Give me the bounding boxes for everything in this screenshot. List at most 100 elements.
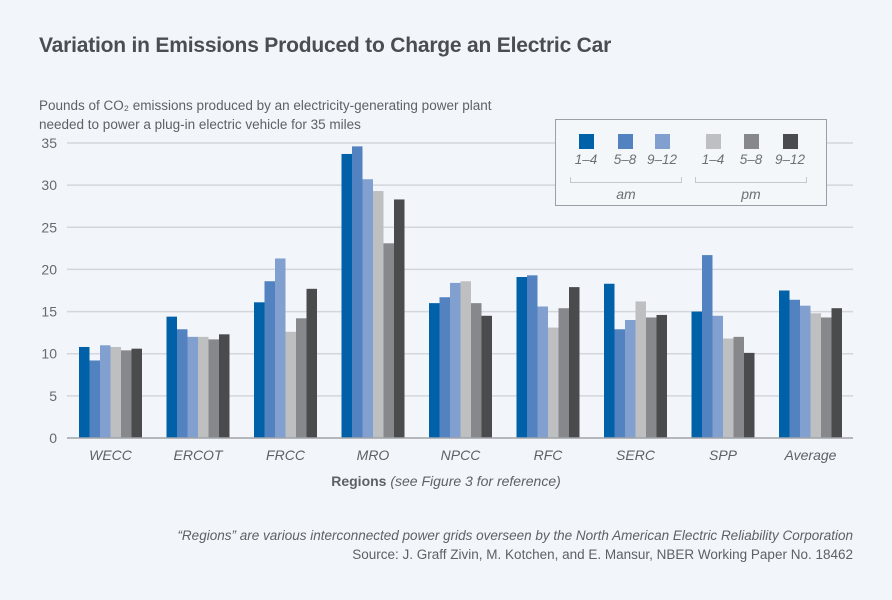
x-tick-label-mro: MRO (357, 447, 390, 463)
y-tick-label: 30 (41, 177, 57, 193)
bar-spp-0 (691, 311, 702, 438)
bar-wecc-4 (121, 350, 132, 438)
y-tick-label: 5 (49, 388, 57, 404)
legend-label: 9–12 (774, 152, 806, 167)
bar-wecc-5 (131, 348, 142, 438)
legend-bracket-pm (695, 177, 807, 183)
y-tick-label: 10 (41, 346, 57, 362)
bar-wecc-3 (110, 346, 121, 438)
legend-swatch (578, 134, 594, 149)
legend-group-pm: pm (741, 186, 761, 202)
legend-swatch (617, 134, 633, 149)
bar-rfc-0 (516, 277, 527, 438)
bar-mro-1 (352, 146, 363, 438)
bar-npcc-4 (471, 303, 482, 438)
bar-serc-2 (625, 320, 636, 438)
x-axis-title: Regions (see Figure 3 for reference) (0, 473, 892, 489)
bar-spp-1 (702, 255, 713, 438)
x-tick-label-npcc: NPCC (441, 447, 482, 463)
legend: 1–4 5–8 9–12 1–4 5–8 9–12 am pm (555, 119, 827, 206)
x-tick-label-spp: SPP (709, 447, 738, 463)
bars (79, 146, 842, 438)
bar-npcc-0 (429, 303, 440, 438)
source-citation: Source: J. Graff Zivin, M. Kotchen, and … (352, 547, 853, 562)
bar-mro-2 (362, 179, 373, 438)
footnotes: “Regions” are various interconnected pow… (177, 526, 853, 564)
legend-label: 1–4 (574, 152, 598, 167)
x-tick-label-frcc: FRCC (266, 447, 306, 463)
legend-label: 5–8 (739, 152, 763, 167)
bar-spp-4 (733, 336, 744, 438)
legend-swatch (705, 134, 721, 149)
bar-average-2 (800, 305, 811, 438)
bar-rfc-4 (558, 308, 569, 438)
legend-item-am-9-12: 9–12 (642, 134, 682, 167)
bar-frcc-3 (285, 331, 296, 438)
bar-npcc-2 (450, 282, 461, 438)
y-axis-description-line2: needed to power a plug-in electric vehic… (39, 117, 361, 132)
y-tick-label: 35 (41, 135, 57, 151)
bar-rfc-3 (548, 327, 559, 438)
bar-ercot-2 (187, 336, 198, 438)
bar-serc-4 (646, 317, 657, 438)
bar-average-4 (821, 317, 832, 438)
legend-label: 5–8 (613, 152, 637, 167)
bar-serc-3 (635, 301, 646, 438)
regions-footnote: “Regions” are various interconnected pow… (177, 528, 853, 543)
legend-label: 9–12 (646, 152, 678, 167)
x-tick-label-average: Average (784, 447, 837, 463)
x-tick-label-ercot: ERCOT (174, 447, 224, 463)
x-axis-title-italic: (see Figure 3 for reference) (390, 473, 561, 489)
bar-npcc-3 (460, 281, 471, 438)
bar-ercot-1 (177, 329, 188, 438)
bar-average-0 (779, 290, 790, 438)
legend-swatch (782, 134, 798, 149)
legend-item-pm-9-12: 9–12 (770, 134, 810, 167)
chart-title: Variation in Emissions Produced to Charg… (39, 34, 612, 57)
legend-item-pm-5-8: 5–8 (731, 134, 771, 167)
legend-item-pm-1-4: 1–4 (693, 134, 733, 167)
y-axis-description: Pounds of CO₂ emissions produced by an e… (39, 96, 599, 134)
y-axis-description-line1: Pounds of CO₂ emissions produced by an e… (39, 98, 492, 113)
legend-item-am-1-4: 1–4 (566, 134, 606, 167)
bar-spp-3 (723, 338, 734, 438)
bar-wecc-2 (100, 345, 111, 438)
bar-ercot-0 (166, 316, 177, 438)
legend-swatch (743, 134, 759, 149)
bar-wecc-0 (79, 346, 90, 438)
legend-bracket-am (570, 177, 682, 183)
bar-rfc-5 (569, 287, 580, 438)
bar-ercot-3 (198, 336, 209, 438)
bar-rfc-2 (537, 306, 548, 438)
bar-serc-1 (614, 329, 625, 438)
bar-average-1 (789, 299, 800, 438)
bar-frcc-4 (296, 318, 307, 438)
bar-frcc-5 (306, 288, 317, 438)
bar-average-5 (831, 308, 842, 438)
bar-wecc-1 (89, 360, 100, 438)
bar-mro-3 (373, 191, 384, 438)
bar-rfc-1 (527, 275, 538, 438)
bar-average-3 (810, 313, 821, 438)
bar-serc-5 (656, 314, 667, 438)
legend-group-am: am (616, 186, 636, 202)
bar-npcc-5 (481, 315, 492, 438)
y-axis-ticks: 0 5 10 15 20 25 30 35 (41, 135, 57, 446)
legend-item-am-5-8: 5–8 (605, 134, 645, 167)
bar-frcc-0 (254, 302, 265, 438)
x-axis-title-bold: Regions (331, 473, 387, 489)
y-tick-label: 0 (49, 430, 57, 446)
y-tick-label: 20 (41, 261, 57, 277)
bar-frcc-1 (264, 281, 275, 438)
legend-swatch (654, 134, 670, 149)
x-axis-categories: WECC ERCOT FRCC MRO NPCC RFC SERC SPP Average (89, 447, 837, 463)
legend-label: 1–4 (701, 152, 725, 167)
bar-spp-2 (712, 315, 723, 438)
bar-mro-4 (383, 243, 394, 438)
x-tick-label-rfc: RFC (534, 447, 564, 463)
bar-npcc-1 (439, 297, 450, 438)
bar-serc-0 (604, 283, 615, 438)
y-tick-label: 15 (41, 304, 57, 320)
bar-mro-0 (341, 153, 352, 438)
bar-ercot-5 (219, 334, 230, 438)
